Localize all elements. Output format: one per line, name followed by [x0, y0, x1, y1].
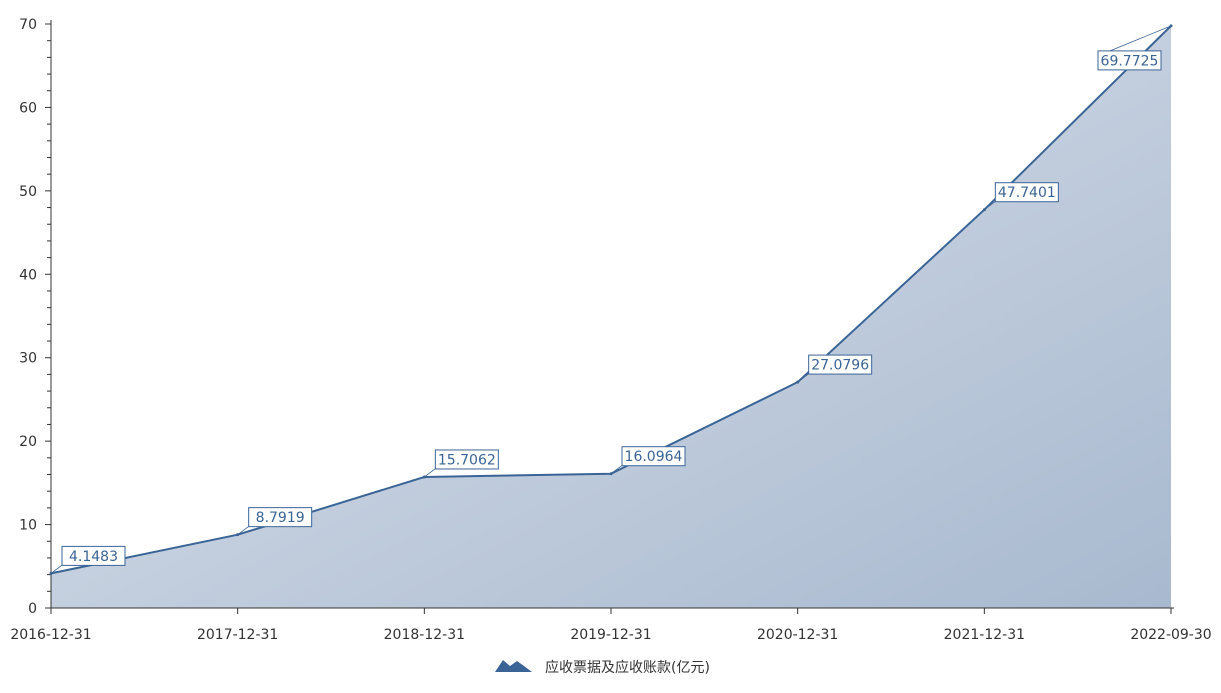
y-tick-label: 20: [19, 434, 37, 450]
data-label-layer: 4.1483 8.7919 15.7062 16.0964 27.0796 47.7401…: [50, 25, 1172, 574]
x-tick-label: 2020-12-31: [757, 627, 838, 643]
data-label: 15.7062: [438, 452, 496, 468]
data-label-box: [621, 446, 686, 467]
data-label: 69.7725: [1101, 53, 1159, 69]
data-label: 4.1483: [69, 549, 118, 565]
y-tick-label: 50: [19, 184, 37, 200]
data-label-leader: [50, 564, 64, 574]
x-tick-label: 2017-12-31: [197, 627, 278, 643]
x-tick-label: 2022-09-30: [1130, 627, 1211, 643]
data-label-box: [61, 545, 126, 566]
y-tick-label: 70: [19, 17, 37, 33]
legend[interactable]: 应收票据及应收账款(亿元): [495, 659, 710, 676]
data-label: 47.7401: [998, 185, 1056, 201]
y-tick-label: 40: [19, 267, 37, 283]
axes: 0 10 20 30 40 50 60 70 2016-12-31 2017-12-31 2018-…: [10, 17, 1211, 643]
y-tick-label: 60: [19, 100, 37, 116]
data-label-box: [994, 182, 1059, 203]
legend-label: 应收票据及应收账款(亿元): [545, 659, 710, 676]
data-label-box: [1097, 50, 1162, 71]
data-label-leader: [1109, 25, 1172, 52]
data-label: 8.7919: [256, 510, 305, 526]
y-tick-label: 0: [28, 601, 37, 617]
y-tick-label: 10: [19, 518, 37, 534]
x-tick-label: 2019-12-31: [570, 627, 651, 643]
area-chart-icon: [495, 660, 532, 672]
data-label: 27.0796: [811, 358, 869, 374]
data-label-leader: [610, 464, 624, 475]
area-layer: [51, 25, 1171, 608]
data-label-leader: [424, 467, 437, 478]
data-label-leader: [237, 525, 250, 535]
series-area: [51, 25, 1171, 608]
x-tick-label: 2018-12-31: [384, 627, 465, 643]
y-tick-label: 30: [19, 351, 37, 367]
data-label-box: [434, 449, 499, 470]
data-label: 16.0964: [625, 449, 683, 465]
data-label-leader: [797, 372, 810, 383]
x-tick-label: 2021-12-31: [944, 627, 1025, 643]
data-label-box: [248, 507, 313, 528]
data-label-box: [808, 354, 873, 375]
x-tick-label: 2016-12-31: [10, 627, 91, 643]
data-label-leader: [984, 200, 997, 211]
